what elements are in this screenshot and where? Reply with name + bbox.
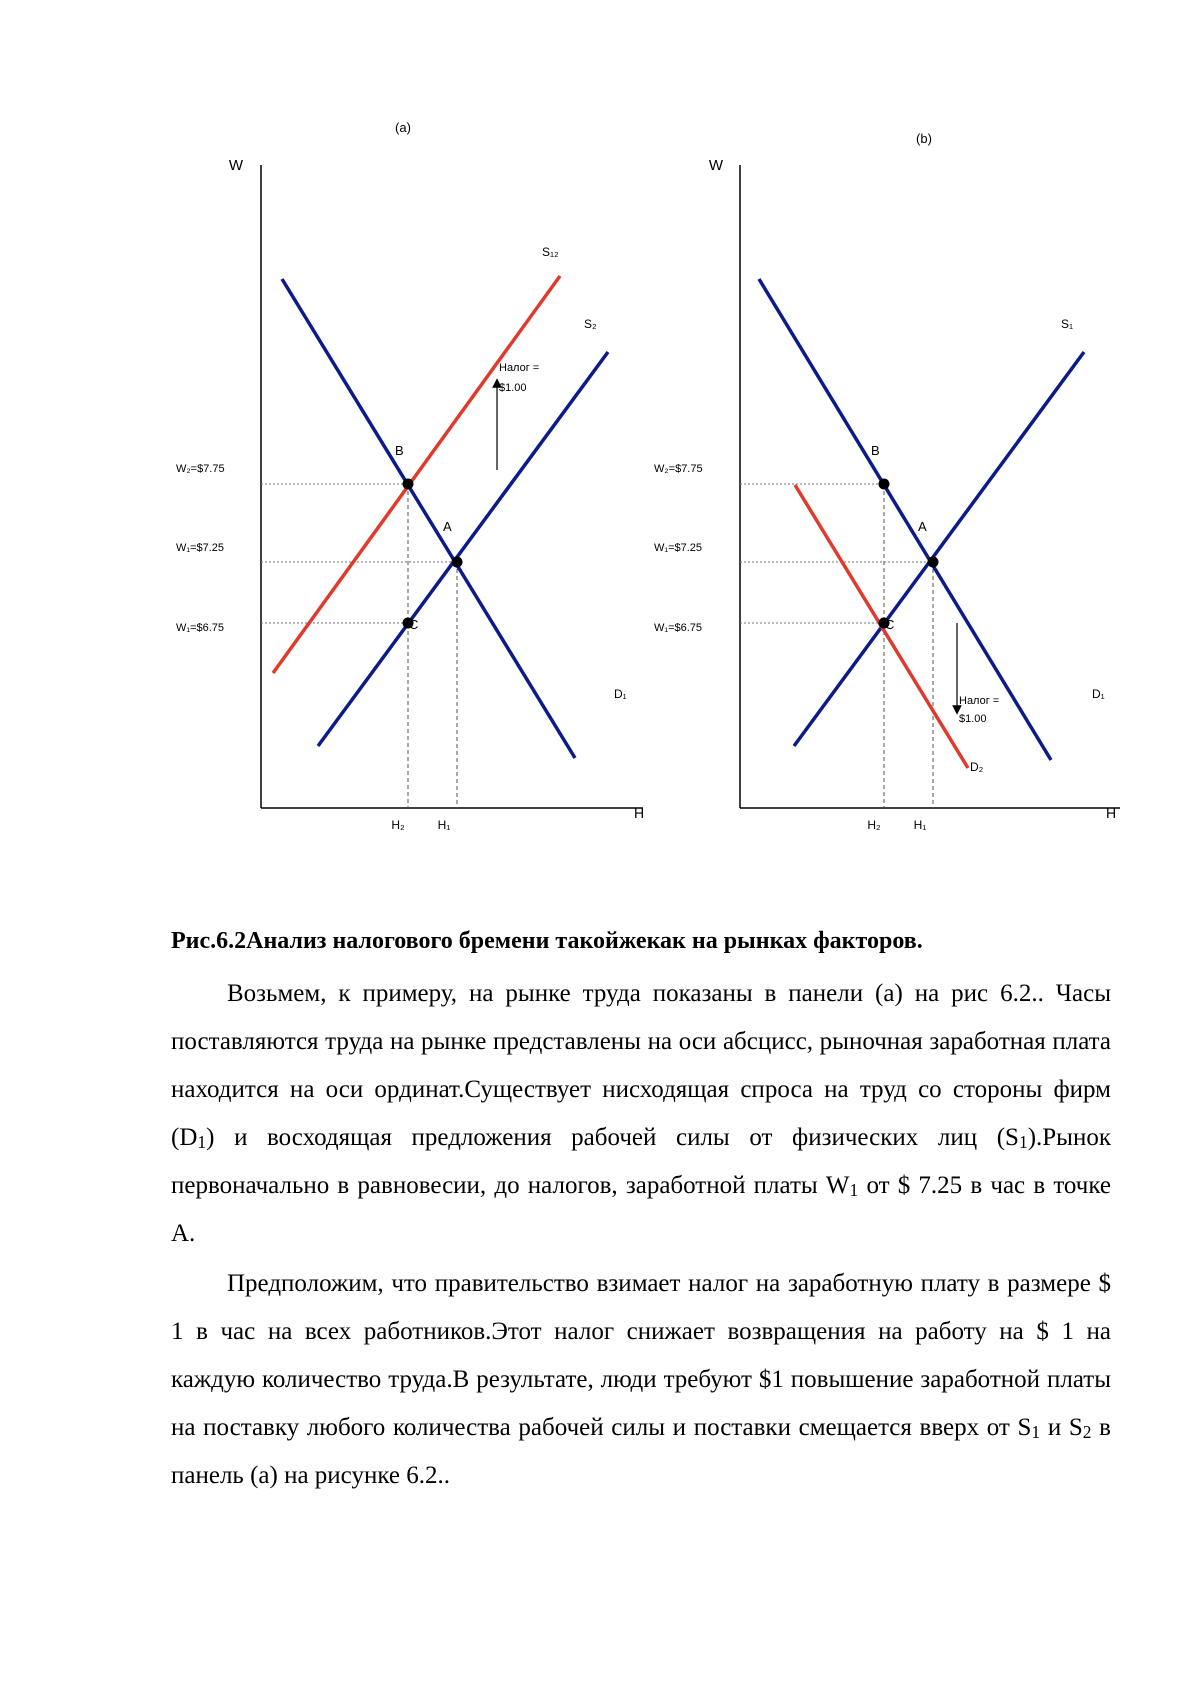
panel-b-point-a-label: A <box>918 519 927 534</box>
panel-a-x-axis-label: H <box>634 805 644 821</box>
paragraph-text: Предположим, что правительство взимает н… <box>171 1270 1111 1441</box>
subscript: 1 <box>1031 1422 1041 1443</box>
panel-b-shifted-demand-label: D₂ <box>970 760 984 774</box>
panel-a-point-c-label: C <box>409 617 418 632</box>
panel-a-point-b-label: B <box>395 443 404 458</box>
panel-a-shifted-supply-line <box>271 274 562 675</box>
panel-a-tax-note-line1: Налог = <box>499 362 539 374</box>
panel-b-supply-label: S₁ <box>1061 317 1073 331</box>
panel-b-supply-line <box>792 350 1086 748</box>
panel-a-supply-label: S₂ <box>584 317 597 331</box>
panel-a-shifted-supply-label: S₁₂ <box>542 245 559 259</box>
panel-a-supply-line <box>316 350 610 748</box>
panel-b-demand-label: D₁ <box>1092 687 1105 701</box>
panel-b-title: (b) <box>916 131 932 146</box>
paragraph-text: Возьмем, к примеру, на рынке труда показ… <box>171 980 1111 1151</box>
panel-a-title: (a) <box>395 120 411 135</box>
panel-a-tax-note-line2: $1.00 <box>499 382 527 394</box>
panel-a-demand-label: D₁ <box>614 687 627 701</box>
panel-b-y-axis-label: W <box>709 157 724 174</box>
panel-b-point-c <box>878 617 890 629</box>
panel-a-demand-line <box>280 278 577 759</box>
panel-a-tick-h1: H₁ <box>438 818 451 832</box>
panel-b-point-b-label: B <box>871 443 880 458</box>
paragraph-text: в панель (а) на рисунке 6.2.. <box>171 1414 1111 1489</box>
panel-b-x-axis-label: H <box>1106 805 1116 821</box>
panel-b-demand-line <box>757 278 1053 761</box>
panel-b-point-c-label: C <box>885 617 894 632</box>
panel-a-tick-h2: H₂ <box>391 818 405 832</box>
panel-a-point-a-label: A <box>443 519 452 534</box>
subscript: 1 <box>849 1180 859 1201</box>
figure-caption: Рис.6.2Анализ налогового бремени такойже… <box>171 928 923 954</box>
panel-a-level-w3: W₁=$6.75 <box>176 622 224 634</box>
paragraph-text: и S <box>1040 1414 1083 1441</box>
panel-b-point-b <box>878 478 890 490</box>
panel-a-point-b <box>402 478 414 490</box>
panel-b-level-w2: W₂=$7.75 <box>654 463 703 475</box>
panel-b-tick-h2: H₂ <box>867 818 881 832</box>
panel-a-level-w1: W₁=$7.25 <box>176 542 224 554</box>
panel-b: (b) W H W₂=$7.75 W₁=$7.25 W₁=$6.75 S₁ D₁… <box>654 131 1120 832</box>
panel-b-tick-h1: H₁ <box>914 818 927 832</box>
subscript: 1 <box>1018 1132 1028 1153</box>
subscript: 2 <box>1082 1422 1092 1443</box>
panel-a-y-axis-label: W <box>229 157 244 174</box>
panel-b-tax-note-line2: $1.00 <box>959 713 987 725</box>
panel-b-tax-note-line1: Налог = <box>959 695 999 707</box>
figure-6-2: (a) W H W₂=$7.75 W₁=$7.25 W₁=$6.75 S₁₂ S… <box>176 120 1120 832</box>
subscript: 1 <box>197 1132 207 1153</box>
panel-b-level-w3: W₁=$6.75 <box>654 622 702 634</box>
panel-a-point-a <box>451 556 463 568</box>
panel-a-point-c <box>402 617 414 629</box>
paragraph-text: ) и восходящая предложения рабочей силы … <box>206 1124 1019 1151</box>
paragraph-text: ).Рынок первоначально в равновесии, до н… <box>171 1124 1111 1199</box>
body-paragraph-2: Предположим, что правительство взимает н… <box>171 1260 1111 1500</box>
panel-b-point-a <box>927 556 939 568</box>
paragraph-text: от $ 7.25 в час в точке А. <box>171 1172 1111 1247</box>
panel-a: (a) W H W₂=$7.75 W₁=$7.25 W₁=$6.75 S₁₂ S… <box>176 120 644 832</box>
panel-b-level-w1: W₁=$7.25 <box>654 542 702 554</box>
panel-a-level-w2: W₂=$7.75 <box>176 463 225 475</box>
body-paragraph-1: Возьмем, к примеру, на рынке труда показ… <box>171 970 1111 1258</box>
